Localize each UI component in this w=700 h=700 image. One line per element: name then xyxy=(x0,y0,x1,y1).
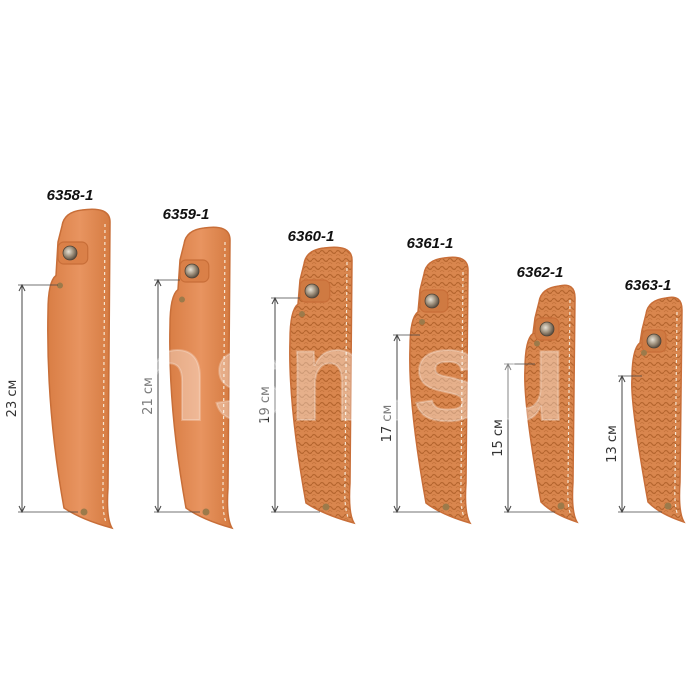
sheath-body xyxy=(47,208,114,530)
rivet xyxy=(202,508,210,516)
sheath-group: 6358-1 23 см 6359-1 21 см 6360-1 19 см 6361-1 1… xyxy=(5,187,686,530)
length-label: 19 см xyxy=(258,386,273,424)
sheath-6361-1: 6361-1 xyxy=(407,235,472,525)
sheath-6359-1: 6359-1 xyxy=(163,206,234,530)
arrow-up-icon xyxy=(271,296,279,305)
snap-button xyxy=(184,263,200,279)
snap-button xyxy=(424,293,440,309)
model-label: 6360-1 xyxy=(288,228,335,245)
length-dimension: 15 см xyxy=(491,362,555,514)
rivet xyxy=(322,503,330,511)
model-label: 6361-1 xyxy=(407,235,454,252)
length-dimension: 23 см xyxy=(5,283,78,514)
arrow-up-icon xyxy=(393,333,401,342)
rivet xyxy=(419,318,425,325)
length-dimension: 19 см xyxy=(258,296,320,514)
arrow-down-icon xyxy=(618,505,626,514)
stitching xyxy=(567,299,572,517)
snap-button xyxy=(62,245,78,261)
sheath-6358-1: 6358-1 xyxy=(47,187,114,530)
arrow-up-icon xyxy=(618,374,626,383)
model-label: 6359-1 xyxy=(163,206,210,223)
snap-button xyxy=(539,321,555,337)
sheath-body xyxy=(409,256,472,525)
arrow-down-icon xyxy=(504,505,512,514)
arrow-down-icon xyxy=(393,505,401,514)
stitching xyxy=(460,271,465,518)
arrow-down-icon xyxy=(18,505,26,514)
snap-button xyxy=(646,333,662,349)
sheath-body xyxy=(289,246,356,525)
rivet xyxy=(299,311,305,318)
length-label: 17 см xyxy=(380,405,395,443)
arrow-down-icon xyxy=(154,505,162,514)
length-dimension: 13 см xyxy=(605,374,662,514)
rivet xyxy=(179,296,185,303)
length-dimension: 17 см xyxy=(380,333,440,514)
rivet xyxy=(557,502,565,510)
rivet xyxy=(80,508,88,516)
sheath-6362-1: 6362-1 xyxy=(517,264,579,524)
length-label: 15 см xyxy=(491,419,506,457)
sheath-6363-1: 6363-1 xyxy=(625,277,686,524)
length-dimension: 21 см xyxy=(141,278,200,514)
arrow-up-icon xyxy=(504,362,512,371)
length-label: 21 см xyxy=(141,377,156,415)
sheath-6360-1: 6360-1 xyxy=(288,228,356,525)
length-label: 23 см xyxy=(5,380,20,418)
stitching xyxy=(674,311,679,517)
stitching xyxy=(102,223,107,523)
rivet xyxy=(57,282,63,289)
watermark: nsn.su xyxy=(129,302,572,448)
stitching xyxy=(222,241,227,523)
arrow-up-icon xyxy=(18,283,26,292)
sheath-body xyxy=(169,226,234,530)
rivet xyxy=(442,503,450,511)
rivet xyxy=(641,349,647,356)
model-label: 6363-1 xyxy=(625,277,672,294)
model-label: 6358-1 xyxy=(47,187,94,204)
arrow-down-icon xyxy=(271,505,279,514)
model-label: 6362-1 xyxy=(517,264,564,281)
rivet xyxy=(664,502,672,510)
stitching xyxy=(344,261,349,518)
rivet xyxy=(534,340,540,347)
arrow-up-icon xyxy=(154,278,162,287)
length-label: 13 см xyxy=(605,425,620,463)
snap-button xyxy=(304,283,320,299)
